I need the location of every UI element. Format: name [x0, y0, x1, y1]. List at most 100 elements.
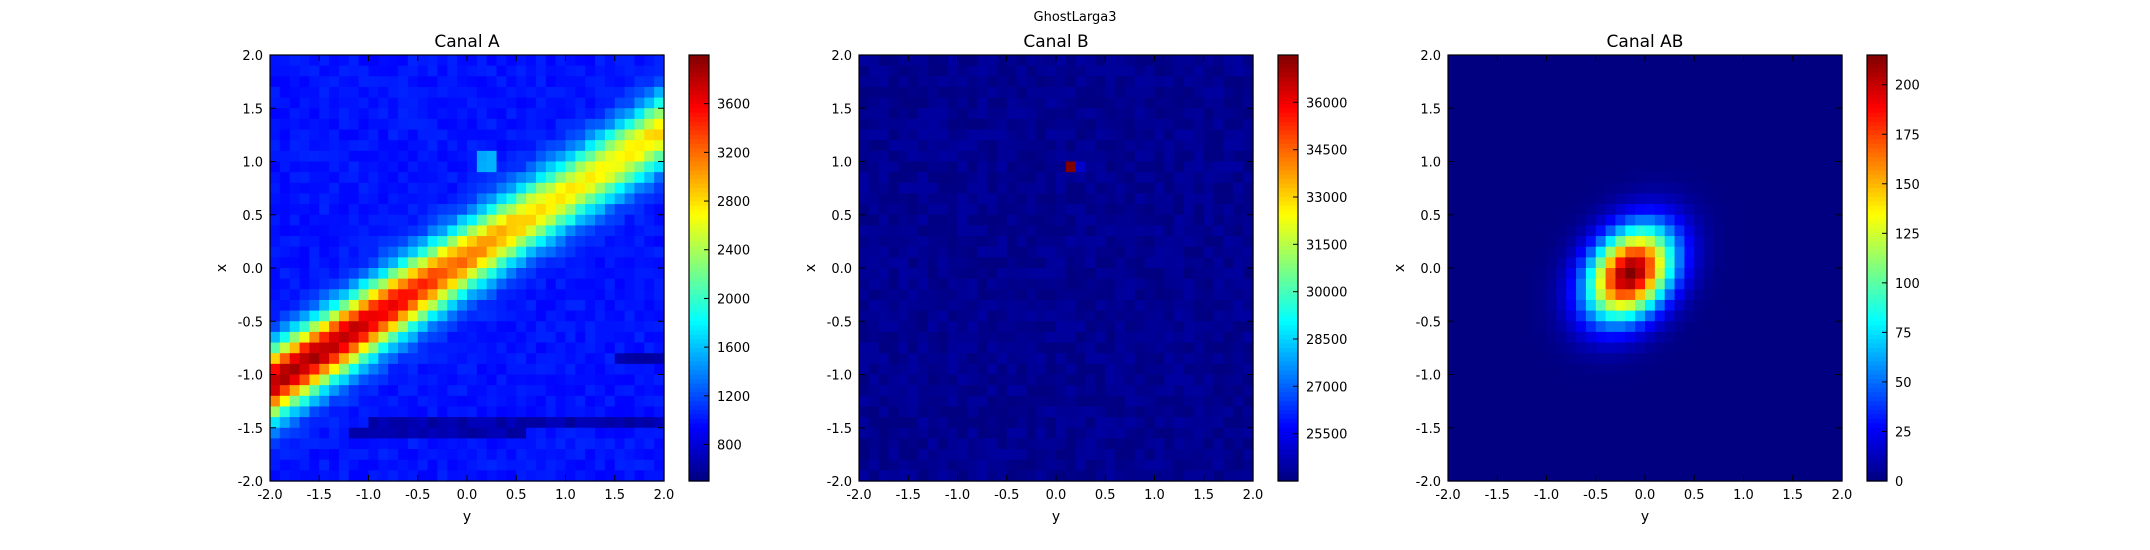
heatmap-cell [1822, 161, 1833, 173]
heatmap-cell [967, 214, 978, 226]
panel-canal-b: Canal B -2.0 -1.5 -1.0 -0.5 0.0 0.5 1.0 1.5 2.0 … [803, 32, 1347, 525]
heatmap-cell [1016, 140, 1028, 152]
heatmap-cell [1056, 459, 1067, 471]
colorbar-segment [689, 103, 709, 109]
heatmap-cell [1056, 299, 1067, 312]
heatmap-cell [859, 129, 870, 141]
heatmap-cell [1645, 374, 1656, 386]
colorbar-segment [1278, 272, 1298, 278]
heatmap-cell [1223, 321, 1234, 333]
heatmap-cell [967, 150, 978, 163]
heatmap-cell [1664, 427, 1676, 439]
heatmap-cell [1213, 214, 1225, 226]
heatmap-cell [595, 299, 606, 312]
heatmap-cell [1085, 374, 1096, 386]
heatmap-cell [1233, 342, 1244, 354]
heatmap-cell [270, 214, 281, 226]
heatmap-cell [309, 268, 320, 280]
heatmap-cell [1645, 193, 1656, 205]
heatmap-cell [1753, 76, 1764, 88]
heatmap-cell [868, 118, 880, 131]
heatmap-cell [888, 363, 899, 376]
heatmap-cell [898, 363, 909, 376]
heatmap-cell [575, 214, 586, 226]
heatmap-cell [457, 331, 468, 344]
heatmap-cell [565, 65, 576, 77]
colorbar-segment [689, 214, 709, 220]
heatmap-cell [1223, 86, 1234, 99]
heatmap-cell [1046, 140, 1057, 152]
colorbar-frame [1277, 54, 1299, 482]
heatmap-cell [1193, 97, 1205, 109]
heatmap-cell [319, 374, 330, 386]
heatmap-cell [1664, 225, 1676, 237]
heatmap-cell [417, 470, 429, 482]
heatmap-cell [937, 385, 949, 397]
heatmap-cell [555, 97, 567, 109]
heatmap-cell [624, 257, 636, 269]
heatmap-cell [957, 76, 968, 88]
heatmap-cell [1595, 108, 1607, 120]
heatmap-cell [1006, 427, 1018, 439]
heatmap-cell [898, 246, 909, 258]
heatmap-cell [908, 385, 919, 397]
heatmap-cell [1134, 118, 1146, 131]
heatmap-cell [937, 363, 949, 376]
heatmap-cell [898, 417, 909, 429]
heatmap-cell [1026, 129, 1037, 141]
heatmap-cell [1164, 108, 1175, 120]
heatmap-cell [1095, 86, 1106, 99]
heatmap-cell [526, 55, 537, 67]
heatmap-cell [496, 289, 507, 301]
heatmap-cell [457, 459, 468, 471]
heatmap-cell [1654, 129, 1666, 141]
heatmap-cell [1065, 342, 1077, 354]
heatmap-cell [1154, 118, 1165, 131]
heatmap-cell [996, 353, 1008, 365]
heatmap-cell [1006, 118, 1018, 131]
heatmap-cell [859, 214, 870, 226]
heatmap-cell [1694, 161, 1705, 173]
heatmap-cell [1144, 395, 1156, 408]
heatmap-cell [1115, 342, 1126, 354]
heatmap-cell [1812, 268, 1823, 280]
heatmap-cell [1763, 417, 1774, 429]
heatmap-cell [1664, 395, 1676, 408]
heatmap-cell [319, 363, 330, 376]
heatmap-cell [1134, 470, 1146, 482]
heatmap-cell [358, 331, 370, 344]
heatmap-cell [918, 278, 929, 290]
heatmap-cell [1085, 268, 1096, 280]
heatmap-cell [1674, 353, 1685, 365]
heatmap-cell [545, 289, 557, 301]
heatmap-cell [1773, 427, 1784, 439]
heatmap-cell [388, 76, 399, 88]
heatmap-cell [309, 470, 320, 482]
heatmap-cell [1477, 108, 1488, 120]
heatmap-cell [1467, 214, 1479, 226]
heatmap-cell [1105, 321, 1116, 333]
heatmap-cell [279, 236, 291, 248]
heatmap-cell [1154, 257, 1165, 269]
heatmap-cell [1773, 374, 1784, 386]
heatmap-cell [348, 385, 360, 397]
heatmap-cell [1056, 438, 1067, 450]
colorbar-segment [689, 112, 709, 118]
heatmap-cell [496, 353, 507, 365]
heatmap-cell [1625, 214, 1636, 226]
heatmap-cell [476, 118, 488, 131]
heatmap-cell [1243, 374, 1254, 386]
heatmap-cell [457, 353, 468, 365]
heatmap-cell [1164, 268, 1175, 280]
heatmap-cell [1576, 299, 1587, 312]
heatmap-cell [1075, 459, 1087, 471]
heatmap-cell [1625, 172, 1636, 184]
heatmap-cell [927, 172, 939, 184]
heatmap-cell [1585, 395, 1597, 408]
heatmap-cell [585, 129, 596, 141]
heatmap-cell [1743, 76, 1754, 88]
heatmap-cell [348, 182, 360, 195]
heatmap-cell [1095, 363, 1106, 376]
heatmap-cell [1184, 246, 1195, 258]
heatmap-cell [1704, 385, 1715, 397]
